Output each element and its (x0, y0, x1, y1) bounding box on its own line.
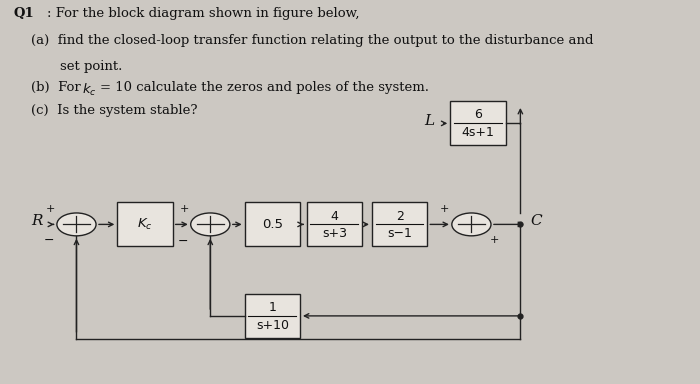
Text: (b)  For: (b) For (31, 81, 85, 94)
Text: C: C (531, 214, 542, 228)
Text: $k_c$: $k_c$ (82, 81, 97, 98)
Text: L: L (424, 114, 434, 129)
FancyBboxPatch shape (244, 202, 300, 246)
Text: (c)  Is the system stable?: (c) Is the system stable? (31, 104, 197, 118)
FancyBboxPatch shape (372, 202, 427, 246)
Circle shape (57, 213, 96, 236)
FancyBboxPatch shape (307, 202, 362, 246)
Text: +: + (179, 204, 189, 214)
Text: (a)  find the closed-loop transfer function relating the output to the disturban: (a) find the closed-loop transfer functi… (31, 34, 594, 47)
Text: 0.5: 0.5 (262, 218, 283, 231)
Text: 4s+1: 4s+1 (461, 126, 494, 139)
Circle shape (452, 213, 491, 236)
FancyBboxPatch shape (118, 202, 173, 246)
Text: 2: 2 (395, 210, 403, 222)
Text: : For the block diagram shown in figure below,: : For the block diagram shown in figure … (47, 7, 360, 20)
Text: = 10 calculate the zeros and poles of the system.: = 10 calculate the zeros and poles of th… (100, 81, 429, 94)
FancyBboxPatch shape (244, 294, 300, 338)
Text: +: + (440, 204, 449, 214)
Text: 4: 4 (330, 210, 338, 222)
Text: set point.: set point. (60, 60, 122, 73)
Circle shape (190, 213, 230, 236)
Text: 1: 1 (268, 301, 277, 314)
Text: s−1: s−1 (387, 227, 412, 240)
Text: $K_c$: $K_c$ (137, 217, 153, 232)
Text: s+10: s+10 (256, 319, 289, 332)
FancyBboxPatch shape (450, 101, 505, 145)
Text: Q1: Q1 (13, 7, 34, 20)
Text: 6: 6 (474, 109, 482, 121)
Text: −: − (178, 235, 188, 248)
Text: s+3: s+3 (322, 227, 346, 240)
Text: −: − (44, 234, 55, 247)
Text: +: + (46, 204, 55, 214)
Text: +: + (489, 235, 499, 245)
Text: R: R (32, 214, 43, 228)
